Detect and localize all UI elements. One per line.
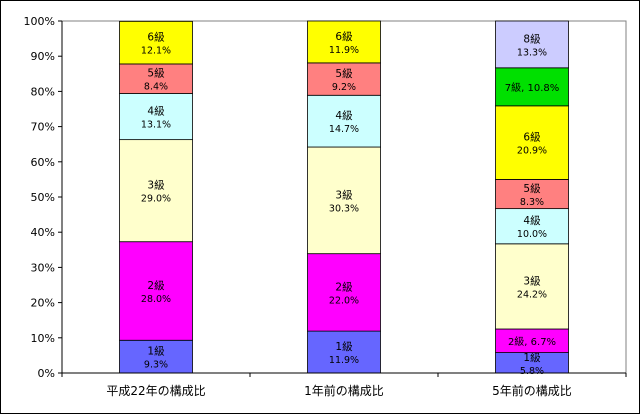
bar-segment xyxy=(119,20,193,65)
segment-grade-label: 4級 xyxy=(523,214,541,227)
segment-grade-label: 6級 xyxy=(147,31,165,44)
y-tick-label: 90% xyxy=(31,50,55,63)
segment-value-label: 13.1% xyxy=(141,120,171,131)
plot-area: 0% 10% 20% 30% 40% 50% 60% 70% 80% 90% 100% 平成22年の構… xyxy=(24,15,627,398)
segment-value-label: 20.9% xyxy=(517,146,547,157)
y-tick-label: 70% xyxy=(31,121,55,134)
segment-grade-label: 6級 xyxy=(335,30,353,43)
bar-segment xyxy=(495,20,569,69)
y-tick-label: 60% xyxy=(31,156,55,169)
bar-segment xyxy=(307,20,381,64)
segment-grade-label: 3級 xyxy=(335,188,353,201)
segment-value-label: 10.0% xyxy=(517,229,547,240)
y-tick-label: 30% xyxy=(31,261,55,274)
segment-value-label: 8.4% xyxy=(144,82,168,93)
bar-segment xyxy=(307,94,381,148)
bar-segment xyxy=(307,253,381,332)
segment-grade-label: 5級 xyxy=(147,67,165,80)
bar-segment xyxy=(307,146,381,255)
segment-value-label: 11.9% xyxy=(329,355,359,366)
segment-value-label: 14.7% xyxy=(329,124,359,135)
segment-value-label: 13.3% xyxy=(517,47,547,58)
segment-value-label: 5.8% xyxy=(520,366,544,377)
y-tick-label: 0% xyxy=(38,367,55,380)
bar-segment xyxy=(119,93,193,141)
y-tick-label: 40% xyxy=(31,226,55,239)
y-tick-label: 50% xyxy=(31,191,55,204)
y-tick-label: 100% xyxy=(24,15,55,28)
segment-grade-label: 2級 xyxy=(147,279,165,292)
segment-grade-label: 1級 xyxy=(147,345,165,358)
segment-grade-label: 1級 xyxy=(523,351,541,364)
segment-grade-label: 3級 xyxy=(523,274,541,287)
bar-segment xyxy=(495,178,569,210)
segment-grade-label: 2級 xyxy=(335,280,353,293)
segment-grade-label: 6級 xyxy=(523,131,541,144)
bar-segment xyxy=(119,241,193,341)
segment-label: 7級, 10.8% xyxy=(505,81,560,94)
bar-segment xyxy=(119,139,193,243)
x-category-label: 1年前の構成比 xyxy=(304,383,384,398)
bar-segment xyxy=(495,105,569,180)
segment-grade-label: 5級 xyxy=(523,182,541,195)
bar-segment xyxy=(119,339,193,374)
segment-value-label: 28.0% xyxy=(141,294,171,305)
x-category-label: 5年前の構成比 xyxy=(492,383,572,398)
segment-label: 2級, 6.7% xyxy=(508,335,556,348)
bar-segment xyxy=(495,208,569,245)
bar-segment xyxy=(307,62,381,96)
segment-value-label: 22.0% xyxy=(329,295,359,306)
segment-value-label: 12.1% xyxy=(141,46,171,57)
segment-grade-label: 1級 xyxy=(335,340,353,353)
segment-value-label: 11.9% xyxy=(329,45,359,56)
segment-grade-label: 3級 xyxy=(147,179,165,192)
segment-value-label: 29.0% xyxy=(141,194,171,205)
y-tick-label: 80% xyxy=(31,85,55,98)
segment-value-label: 9.2% xyxy=(332,82,356,93)
segment-grade-label: 8級 xyxy=(523,32,541,45)
bar-segment xyxy=(495,243,569,330)
bar-segment xyxy=(307,330,381,374)
y-tick-label: 10% xyxy=(31,332,55,345)
y-tick-label: 20% xyxy=(31,297,55,310)
segment-grade-label: 5級 xyxy=(335,67,353,80)
x-category-label: 平成22年の構成比 xyxy=(106,384,205,398)
segment-value-label: 24.2% xyxy=(517,289,547,300)
segment-value-label: 30.3% xyxy=(329,203,359,214)
segment-value-label: 9.3% xyxy=(144,360,168,371)
segment-grade-label: 4級 xyxy=(335,109,353,122)
segment-grade-label: 4級 xyxy=(147,105,165,118)
segment-value-label: 8.3% xyxy=(520,197,544,208)
